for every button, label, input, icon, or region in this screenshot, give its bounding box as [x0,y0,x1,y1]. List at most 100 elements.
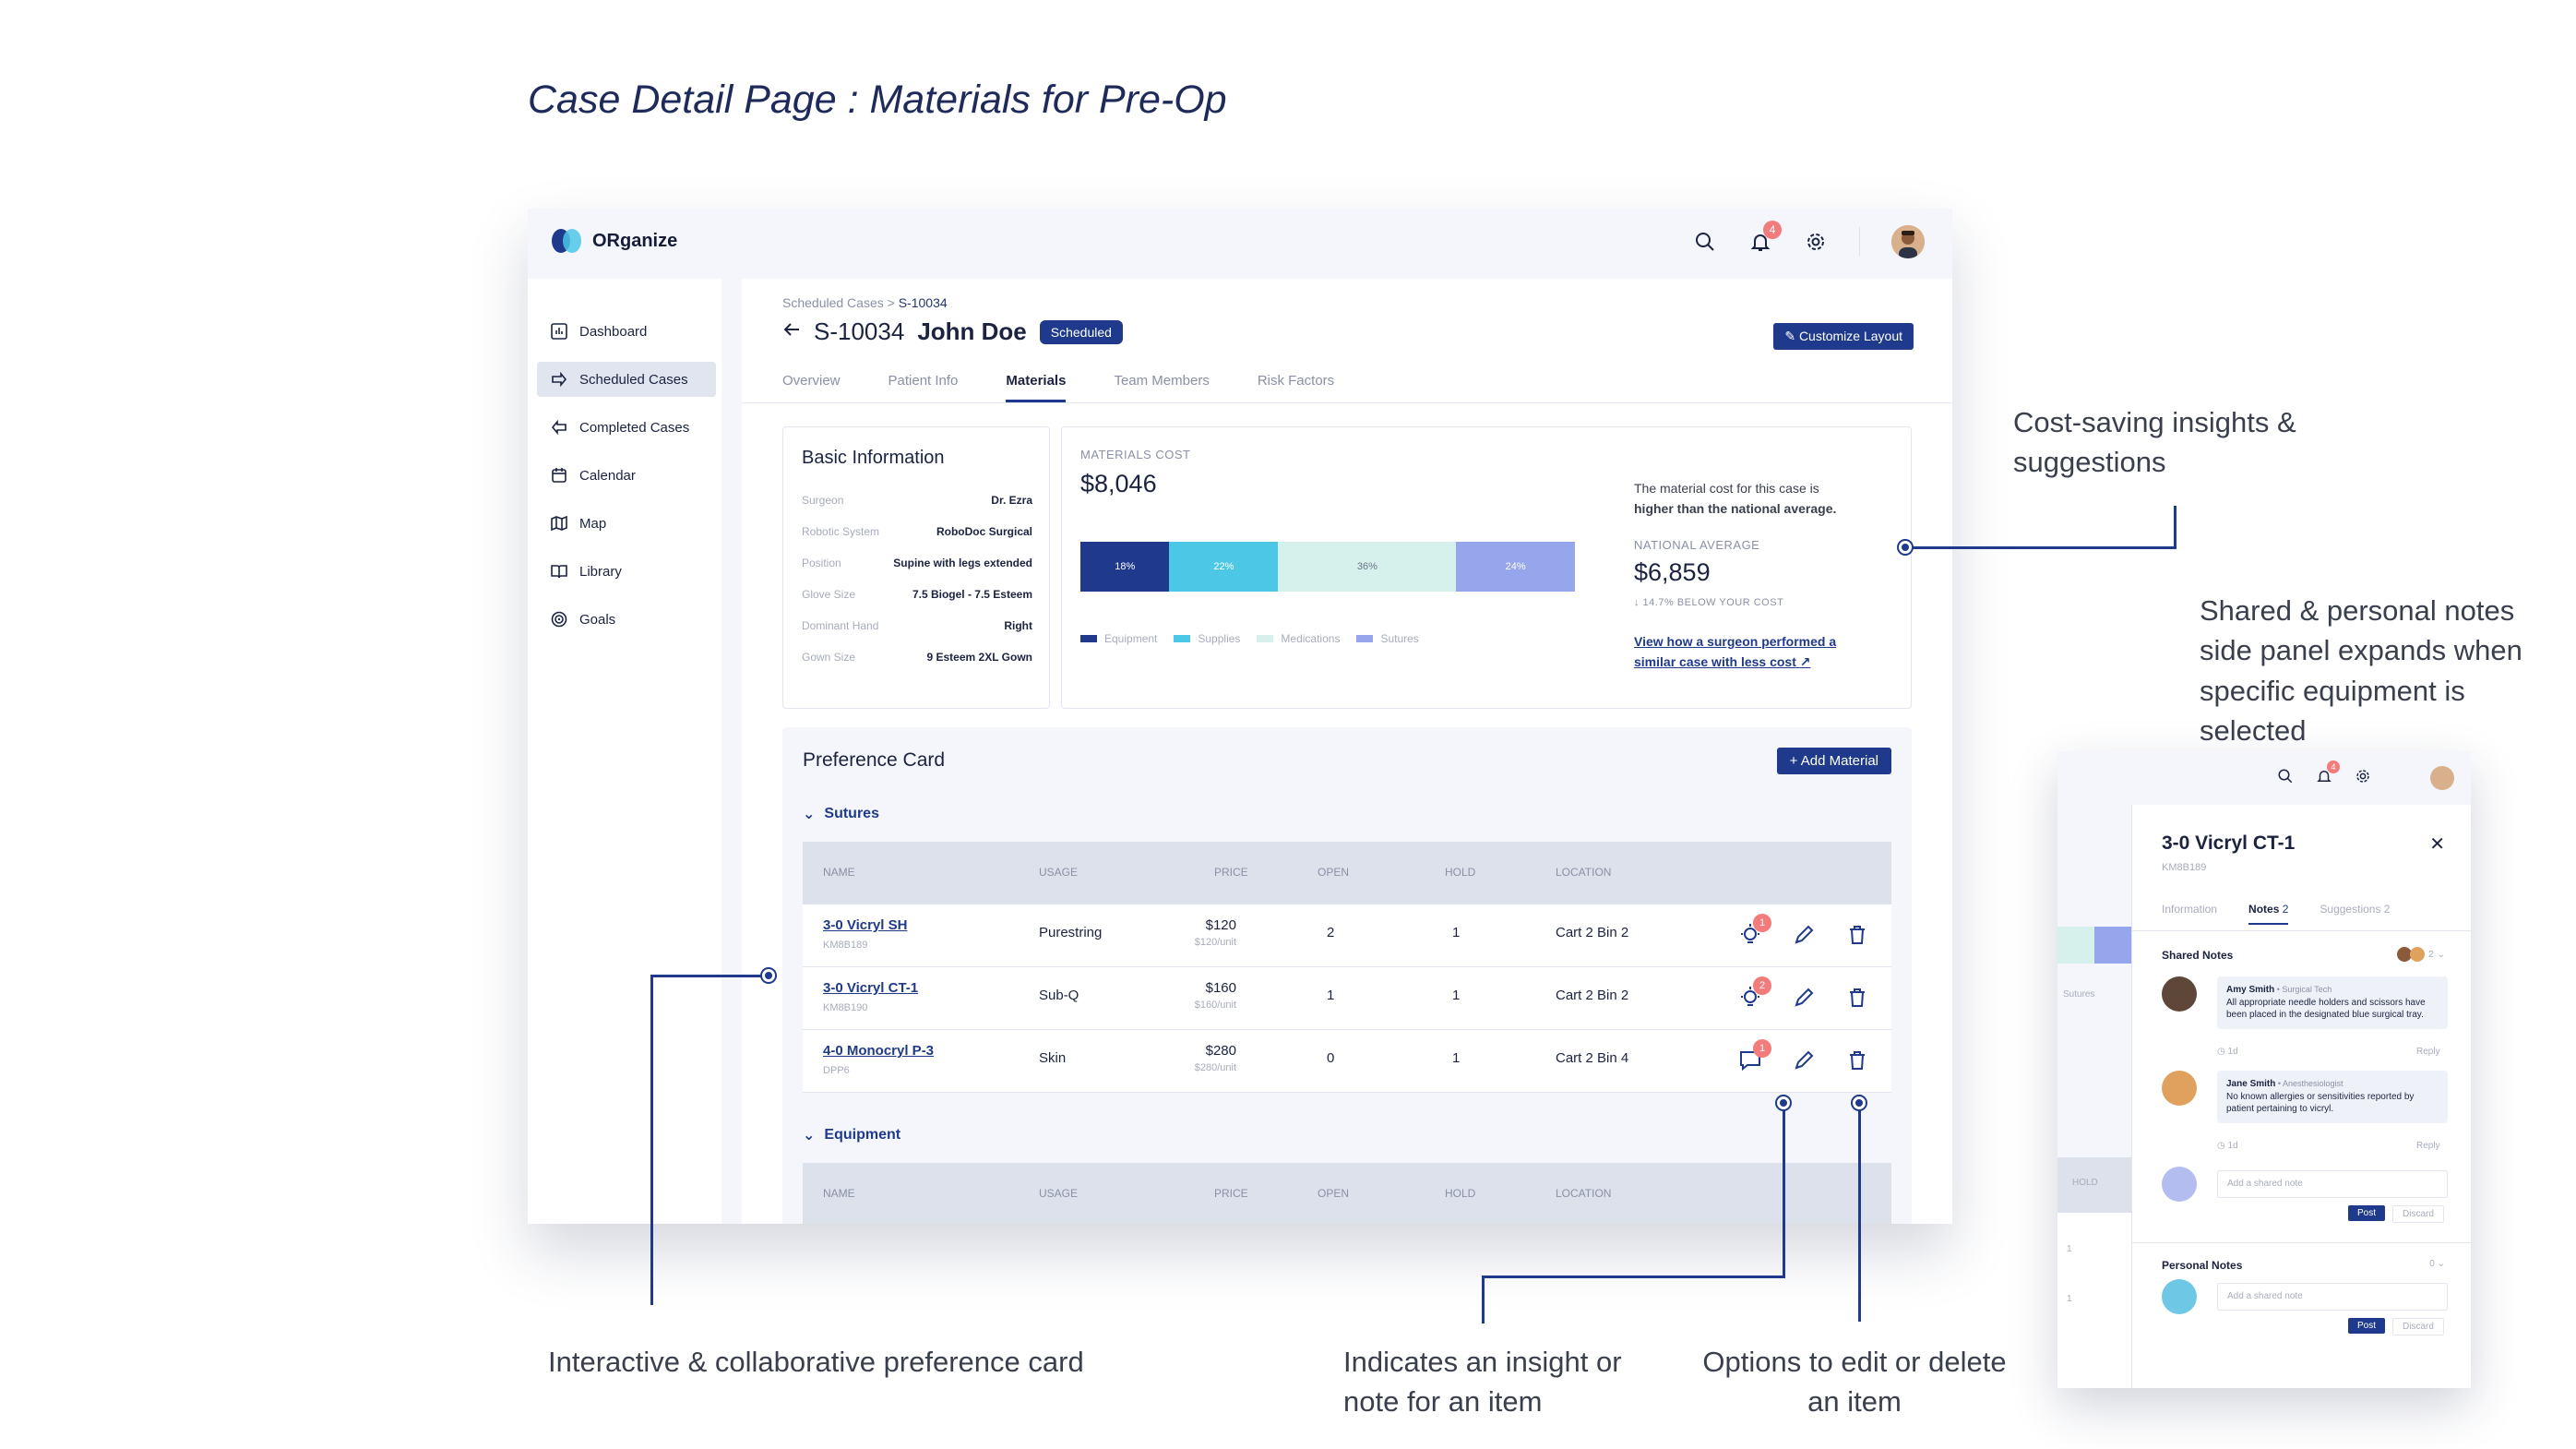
logo-text: ORganize [592,230,678,251]
shared-notes-label: Shared Notes [2162,949,2234,962]
discard-button[interactable]: Discard [2392,1318,2444,1335]
item-location: Cart 2 Bin 4 [1556,1050,1629,1066]
similar-case-link[interactable]: View how a surgeon performed a similar ca… [1634,632,1836,672]
table-row[interactable]: 3-0 Vicryl CT-1 KM8B190 Sub-Q $160 $160/unit… [803,967,1891,1030]
close-icon[interactable]: ✕ [2429,834,2445,855]
background-sutures-label: Sutures [2063,989,2095,1000]
participant-avatar [2410,947,2426,962]
book-icon [550,562,568,581]
pencil-icon: ✎ [1784,329,1799,343]
legend-label: Sutures [1380,632,1419,645]
pencil-icon[interactable] [1792,986,1818,1012]
tab-materials[interactable]: Materials [1006,373,1067,402]
tab-notes[interactable]: Notes 2 [2248,903,2289,925]
customize-layout-button[interactable]: ✎ Customize Layout [1773,323,1914,350]
sidebar-item-dashboard[interactable]: Dashboard [537,314,716,349]
leader-dot [1777,1096,1790,1109]
info-value: 9 Esteem 2XL Gown [926,651,1033,664]
bell-icon[interactable]: 4 [2316,760,2340,789]
user-avatar[interactable] [1891,225,1925,258]
tab-overview[interactable]: Overview [782,373,841,389]
sidebar-item-map[interactable]: Map [537,506,716,541]
item-location: Cart 2 Bin 2 [1556,925,1629,940]
leader-line [1482,1275,1785,1278]
lightbulb-icon[interactable] [1738,923,1764,949]
post-button[interactable]: Post [2348,1318,2386,1334]
item-name-link[interactable]: 3-0 Vicryl CT-1 [823,980,919,996]
item-name-link[interactable]: 3-0 Vicryl SH [823,917,908,933]
legend-swatch [1174,635,1191,642]
gear-icon[interactable] [1804,230,1828,254]
bell-icon[interactable]: 4 [1748,221,1782,254]
trash-icon[interactable] [1845,1048,1871,1074]
info-row-robotic-system: Robotic System RoboDoc Surgical [802,525,1032,538]
note-time: ◷ 1d [2217,1047,2238,1057]
gear-icon[interactable] [2355,768,2371,789]
trash-icon[interactable] [1845,923,1871,949]
tab-risk-factors[interactable]: Risk Factors [1257,373,1335,389]
trash-icon[interactable] [1845,986,1871,1012]
legend-item: Equipment [1080,632,1157,645]
note-header: Jane Smith • Anesthesiologist [2226,1078,2439,1091]
similar-case-link-line-1: View how a surgeon performed a [1634,634,1837,649]
add-material-button[interactable]: + Add Material [1776,748,1891,774]
current-user-avatar [2162,1279,2197,1314]
lightbulb-icon[interactable] [1738,986,1764,1012]
current-user-avatar [2162,1167,2197,1202]
reply-link[interactable]: Reply [2416,1141,2440,1151]
notes-panel-mockup: 4 Sutures HOLD 1 1 3-0 Vicryl CT-1 ✕ KM8… [2057,751,2471,1388]
sidebar-item-calendar[interactable]: Calendar [537,458,716,493]
item-name-link[interactable]: 4-0 Monocryl P-3 [823,1043,935,1059]
sidebar-item-library[interactable]: Library [537,554,716,589]
sidebar-item-label: Calendar [579,467,636,484]
personal-note-input[interactable]: Add a shared note [2217,1283,2448,1311]
shared-note-input[interactable]: Add a shared note [2217,1170,2448,1198]
table-row[interactable]: 3-0 Vicryl SH KM8B189 Purestring $120 $120/u… [803,904,1891,967]
tab-team-members[interactable]: Team Members [1114,373,1210,389]
cost-breakdown-bar: 18% 22% 36% 24% [1080,542,1575,592]
item-price: $120 $120/unit [1126,917,1236,949]
cost-segment-medications: 36% [1278,542,1457,592]
back-arrow-icon[interactable] [782,320,801,343]
insight-count-badge: 2 [1753,976,1771,995]
item-price-value: $120 [1205,917,1236,933]
pencil-icon[interactable] [1792,923,1818,949]
target-icon [550,610,568,629]
tab-suggestions[interactable]: Suggestions 2 [2320,903,2390,925]
search-icon[interactable] [1693,230,1717,254]
legend-swatch [1356,635,1374,642]
sidebar-item-goals[interactable]: Goals [537,602,716,637]
leader-line [1482,1275,1485,1323]
tab-divider [742,402,1952,403]
discard-button[interactable]: Discard [2392,1205,2444,1223]
item-open: 1 [1327,988,1335,1003]
logo[interactable]: ORganize [552,229,677,253]
tab-information[interactable]: Information [2162,903,2218,916]
item-code: DPP6 [823,1065,850,1076]
section-sutures[interactable]: ⌄ Sutures [803,805,879,823]
legend-label: Supplies [1198,632,1241,645]
pencil-icon[interactable] [1792,1048,1818,1074]
shared-notes-participants[interactable]: 2 ⌄ [2397,947,2445,962]
info-row-position: Position Supine with legs extended [802,557,1032,569]
breadcrumb-parent[interactable]: Scheduled Cases [782,295,884,310]
table-row[interactable]: 4-0 Monocryl P-3 DPP6 Skin $280 $280/unit 0 1 C… [803,1030,1891,1093]
table-header: NAME USAGE PRICE OPEN HOLD LOCATION [803,842,1891,904]
column-open: OPEN [1318,1187,1350,1200]
sidebar-item-scheduled-cases[interactable]: Scheduled Cases [537,362,716,397]
post-button[interactable]: Post [2348,1205,2386,1221]
info-label: Position [802,557,841,569]
reply-link[interactable]: Reply [2416,1047,2440,1057]
note-time: ◷ 1d [2217,1141,2238,1151]
column-price: PRICE [1214,1187,1248,1200]
section-equipment[interactable]: ⌄ Equipment [803,1126,900,1144]
tab-suggestions-label: Suggestions [2320,903,2381,916]
item-usage: Purestring [1039,925,1103,940]
item-price-value: $160 [1205,980,1236,996]
personal-notes-count[interactable]: 0 ⌄ [2429,1259,2445,1269]
user-avatar[interactable] [2430,766,2454,790]
sidebar-item-completed-cases[interactable]: Completed Cases [537,410,716,445]
search-icon[interactable] [2277,768,2294,789]
background-bar-fragment [2094,927,2131,964]
tab-patient-info[interactable]: Patient Info [888,373,959,389]
